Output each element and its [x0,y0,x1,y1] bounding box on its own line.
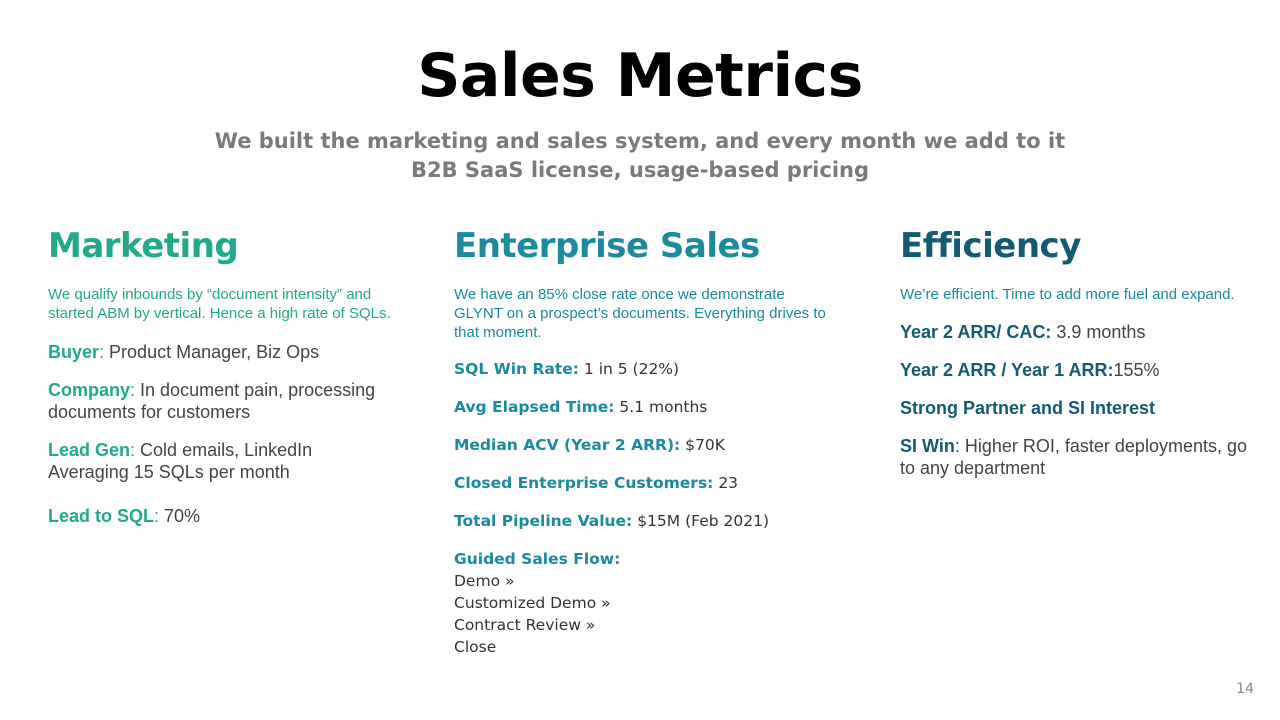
enterprise-item-value: 23 [718,474,739,492]
enterprise-item-avg-elapsed-time: Avg Elapsed Time: 5.1 months [454,396,834,418]
enterprise-item-label: Total Pipeline Value: [454,512,633,530]
enterprise-item-median-acv: Median ACV (Year 2 ARR): $70K [454,434,834,456]
marketing-item-label: Company [48,380,131,400]
marketing-item-lead-to-sql: Lead to SQL: 70% [48,506,201,526]
efficiency-item-label: Year 2 ARR / Year 1 ARR: [900,360,1114,380]
enterprise-item-label: Closed Enterprise Customers: [454,474,714,492]
page-number: 14 [1236,681,1254,697]
efficiency-item-partner-interest: Strong Partner and SI Interest [900,397,1250,419]
enterprise-item-value: $70K [685,436,725,454]
enterprise-item-label: SQL Win Rate: [454,360,579,378]
efficiency-intro: We’re efficient. Time to add more fuel a… [900,286,1235,303]
marketing-item-value: 70% [164,506,201,526]
efficiency-heading: Efficiency [900,226,1081,266]
enterprise-item-value: 5.1 months [619,398,708,416]
enterprise-item-pipeline-value: Total Pipeline Value: $15M (Feb 2021) [454,510,834,532]
enterprise-item-value: $15M (Feb 2021) [637,512,769,530]
enterprise-sales-flow: Guided Sales Flow: Demo » Customized Dem… [454,548,834,658]
efficiency-column: Efficiency We’re efficient. Time to add … [900,222,1250,479]
marketing-item-label: Lead Gen [48,440,131,460]
efficiency-item-value: Higher ROI, faster deployments, go to an… [900,436,1247,478]
marketing-item-value: Cold emails, LinkedIn [140,440,313,460]
sales-flow-step: Demo » [454,572,515,590]
marketing-item-label: Lead to SQL [48,506,155,526]
sales-flow-step: Close [454,638,497,656]
efficiency-item-label: SI Win [900,436,955,456]
enterprise-item-sql-win-rate: SQL Win Rate: 1 in 5 (22%) [454,358,834,380]
marketing-intro: We qualify inbounds by “document intensi… [48,286,391,322]
efficiency-item-label: Strong Partner and SI Interest [900,398,1156,418]
marketing-item-value: In document pain, processing documents f… [48,380,376,422]
enterprise-item-label: Avg Elapsed Time: [454,398,615,416]
efficiency-item-value: 155% [1113,360,1160,380]
marketing-item-buyer: Buyer: Product Manager, Biz Ops [48,342,320,362]
sales-flow-step: Customized Demo » [454,594,611,612]
slide-title: Sales Metrics [417,41,863,111]
efficiency-item-arr-cac: Year 2 ARR/ CAC: 3.9 months [900,321,1250,343]
marketing-item-value: Product Manager, Biz Ops [109,342,320,362]
enterprise-item-label: Median ACV (Year 2 ARR): [454,436,681,454]
enterprise-intro: We have an 85% close rate once we demons… [454,286,826,341]
efficiency-item-value: 3.9 months [1056,322,1146,342]
marketing-item-label: Buyer [48,342,100,362]
sales-flow-label: Guided Sales Flow: [454,550,621,568]
efficiency-item-label: Year 2 ARR/ CAC: [900,322,1052,342]
efficiency-item-si-win: SI Win: Higher ROI, faster deployments, … [900,436,1247,478]
slide-subtitle-line-1: We built the marketing and sales system,… [214,129,1066,153]
enterprise-column: Enterprise Sales We have an 85% close ra… [454,222,834,658]
enterprise-heading: Enterprise Sales [454,226,760,266]
enterprise-item-value: 1 in 5 (22%) [583,360,680,378]
marketing-item-value-2: Averaging 15 SQLs per month [48,462,290,482]
marketing-item-company: Company: In document pain, processing do… [48,380,376,422]
marketing-heading: Marketing [48,226,239,266]
marketing-item-lead-gen: Lead Gen: Cold emails, LinkedIn Averagin… [48,440,313,482]
enterprise-item-closed-customers: Closed Enterprise Customers: 23 [454,472,834,494]
efficiency-item-arr-growth: Year 2 ARR / Year 1 ARR:155% [900,359,1250,381]
slide-subtitle-line-2: B2B SaaS license, usage-based pricing [410,158,870,182]
sales-flow-step: Contract Review » [454,616,596,634]
marketing-column: Marketing We qualify inbounds by “docume… [48,222,398,527]
